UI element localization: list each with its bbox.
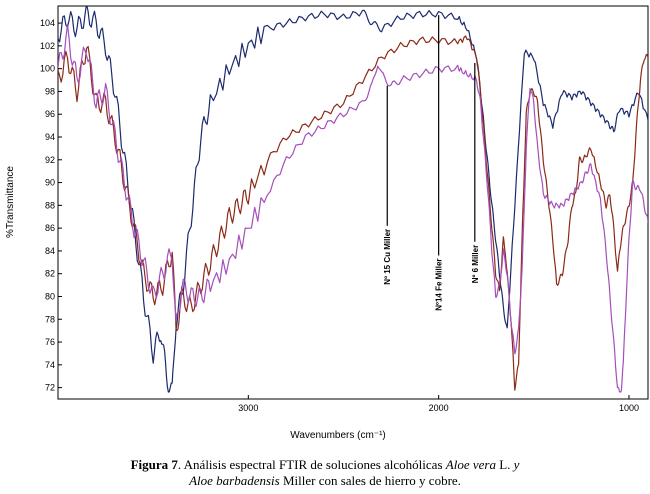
- caption-text-1: . Análisis espectral FTIR de soluciones …: [177, 457, 446, 472]
- annotation-label: Nº14 Fe Miller: [435, 258, 444, 310]
- caption-species-1: Aloe vera: [445, 457, 496, 472]
- y-axis: 72 74 76 78 80 82 84 86 88 90 92 94 96 98 100 102 104: [40, 18, 62, 393]
- annotation-label: Nº 15 Cu Miller: [383, 229, 392, 285]
- caption-line-1: Figura 7. Análisis espectral FTIR de sol…: [0, 457, 650, 473]
- y-tick-label: 74: [45, 360, 55, 370]
- y-tick-label: 102: [40, 41, 55, 51]
- y-tick-label: 98: [45, 86, 55, 96]
- series-line-1: [58, 6, 648, 393]
- y-tick-label: 72: [45, 383, 55, 393]
- y-tick-label: 80: [45, 291, 55, 301]
- caption-text-3: Miller con sales de hierro y cobre.: [279, 473, 461, 488]
- series-line-3: [58, 23, 648, 393]
- ftir-chart: 72 74 76 78 80 82 84 86 88 90 92 94 96 98 100 102 104 30…: [5, 5, 649, 441]
- x-tick-label: 3000: [238, 403, 258, 413]
- caption-species-2: Aloe barbadensis: [189, 473, 280, 488]
- x-axis-title: Wavenumbers (cm⁻¹): [290, 430, 385, 441]
- x-axis: 3000 2000 1000: [238, 395, 639, 413]
- annotation-label: Nº 6 Miller: [471, 245, 480, 283]
- caption-label: Figura 7: [130, 457, 178, 472]
- y-tick-label: 88: [45, 200, 55, 210]
- y-tick-label: 104: [40, 18, 55, 28]
- caption-text-2: L.: [495, 457, 514, 472]
- y-tick-label: 84: [45, 246, 55, 256]
- series-group: [58, 6, 648, 393]
- plot-frame: [57, 5, 649, 400]
- y-tick-label: 92: [45, 155, 55, 165]
- x-tick-label: 2000: [429, 403, 449, 413]
- y-axis-title: %Transmittance: [5, 166, 16, 238]
- y-tick-label: 82: [45, 269, 55, 279]
- y-tick-label: 96: [45, 109, 55, 119]
- figure-caption: Figura 7. Análisis espectral FTIR de sol…: [0, 457, 650, 489]
- x-tick-label: 1000: [619, 403, 639, 413]
- y-tick-label: 78: [45, 314, 55, 324]
- y-tick-label: 86: [45, 223, 55, 233]
- series-line-2: [58, 35, 648, 391]
- caption-line-2: Aloe barbadensis Miller con sales de hie…: [0, 473, 650, 489]
- caption-conjunction: y: [513, 457, 520, 472]
- annotations: Nº 15 Cu Miller Nº14 Fe Miller Nº 6 Miller: [383, 15, 480, 311]
- y-tick-label: 76: [45, 337, 55, 347]
- y-tick-label: 90: [45, 178, 55, 188]
- y-tick-label: 100: [40, 64, 55, 74]
- y-tick-label: 94: [45, 132, 55, 142]
